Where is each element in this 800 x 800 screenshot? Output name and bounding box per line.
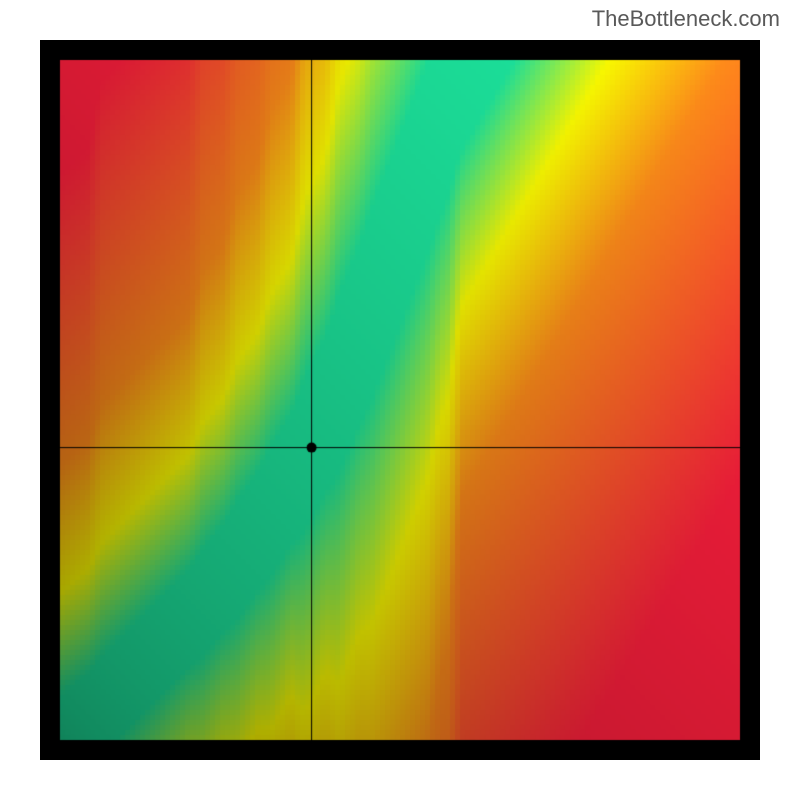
chart-container: TheBottleneck.com [0,0,800,800]
watermark-text: TheBottleneck.com [592,6,780,32]
gradient-chart [40,40,760,760]
